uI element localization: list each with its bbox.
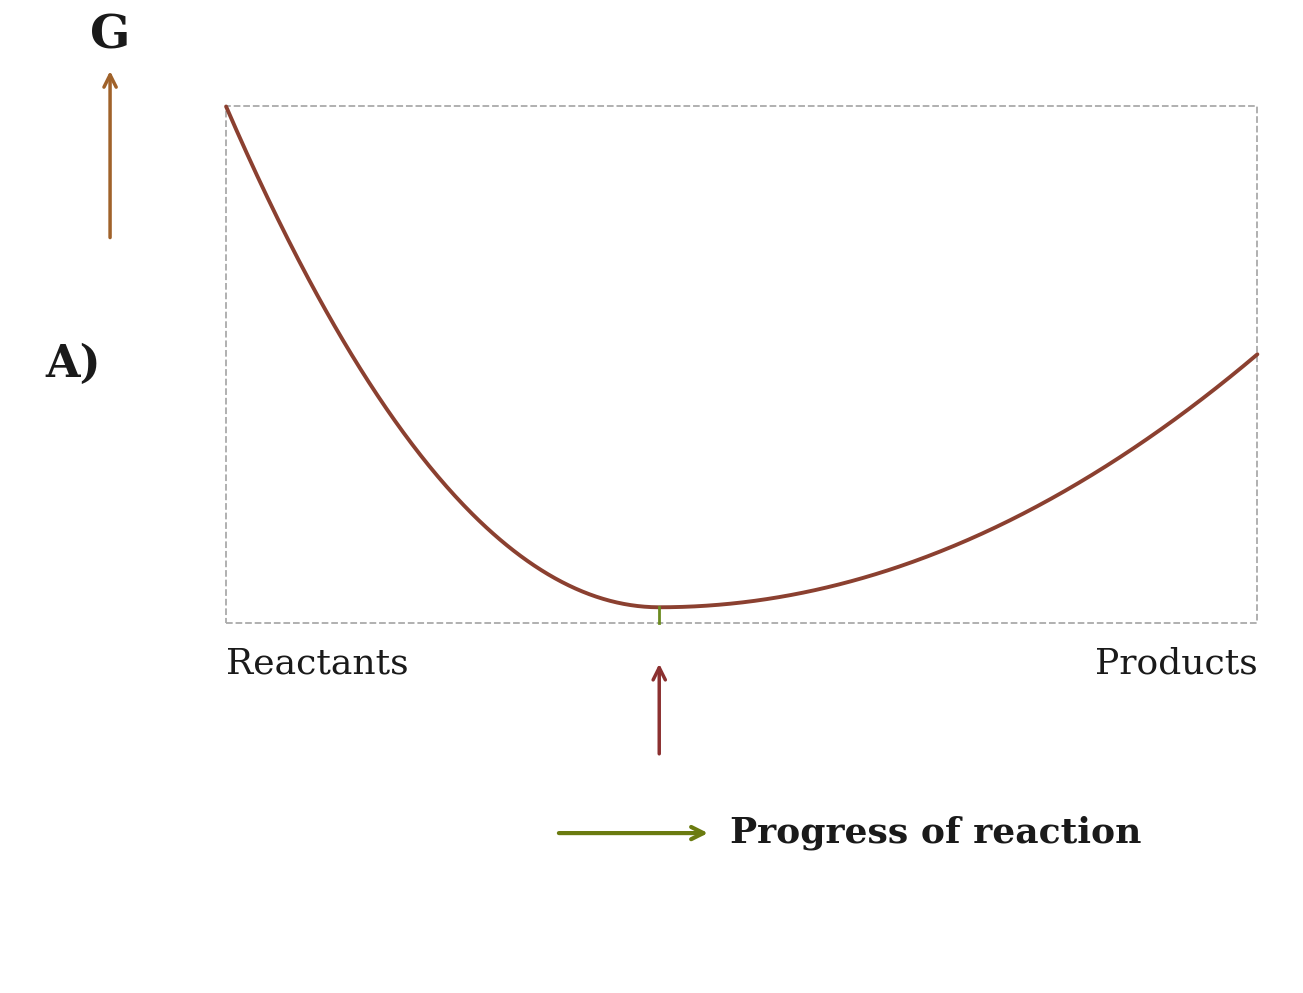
Text: G: G (90, 13, 130, 59)
Text: Progress of reaction: Progress of reaction (730, 816, 1141, 850)
Text: Products: Products (1095, 646, 1257, 680)
Text: Reactants: Reactants (227, 646, 409, 680)
Text: A): A) (46, 344, 102, 386)
